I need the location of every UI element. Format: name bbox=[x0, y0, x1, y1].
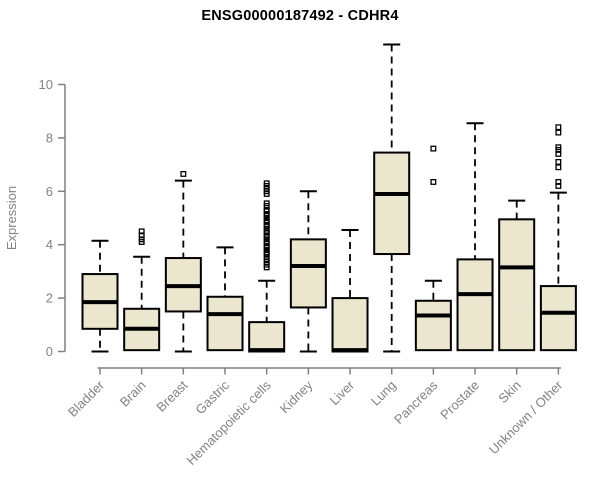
box-pancreas bbox=[414, 299, 452, 352]
x-tick-label: Breast bbox=[153, 377, 190, 414]
y-axis-title: Expression bbox=[4, 186, 19, 250]
outlier-point bbox=[555, 129, 562, 136]
y-tick-label: 4 bbox=[46, 237, 53, 252]
box-gastric bbox=[206, 295, 244, 352]
outlier-point bbox=[263, 200, 270, 207]
outlier-point bbox=[180, 170, 187, 177]
outlier-point bbox=[263, 180, 270, 187]
box-prostate bbox=[456, 258, 494, 352]
outlier-point bbox=[430, 179, 437, 185]
x-tick-label: Gastric bbox=[192, 377, 232, 417]
x-tick-label: Liver bbox=[327, 377, 358, 408]
outlier-point bbox=[138, 228, 145, 235]
x-tick-label: Skin bbox=[495, 378, 523, 406]
x-tick-label: Brain bbox=[117, 378, 149, 410]
outlier-point bbox=[555, 144, 562, 151]
x-tick-label: Pancreas bbox=[391, 377, 441, 427]
outlier-point bbox=[555, 158, 562, 165]
box-hematopoietic-cells bbox=[248, 321, 286, 353]
box-kidney bbox=[289, 238, 327, 309]
outlier-point bbox=[555, 124, 562, 131]
y-tick-label: 0 bbox=[46, 344, 53, 359]
x-tick-label: Kidney bbox=[277, 377, 316, 416]
x-tick-label: Lung bbox=[368, 378, 399, 409]
box-unknown-other bbox=[539, 285, 577, 352]
box-lung bbox=[373, 151, 411, 256]
x-tick-label: Bladder bbox=[65, 377, 108, 420]
outlier-point bbox=[555, 164, 562, 171]
y-tick-label: 6 bbox=[46, 184, 53, 199]
y-tick-label: 8 bbox=[46, 130, 53, 145]
x-tick-label: Prostate bbox=[437, 378, 482, 423]
x-tick-label: Unknown / Other bbox=[486, 377, 566, 457]
outlier-point bbox=[430, 145, 437, 152]
outlier-point bbox=[555, 179, 562, 185]
y-tick-label: 2 bbox=[46, 291, 53, 306]
box-liver bbox=[331, 297, 369, 353]
y-tick-label: 10 bbox=[39, 77, 53, 92]
box-skin bbox=[498, 218, 536, 352]
chart-title: ENSG00000187492 - CDHR4 bbox=[201, 8, 399, 24]
